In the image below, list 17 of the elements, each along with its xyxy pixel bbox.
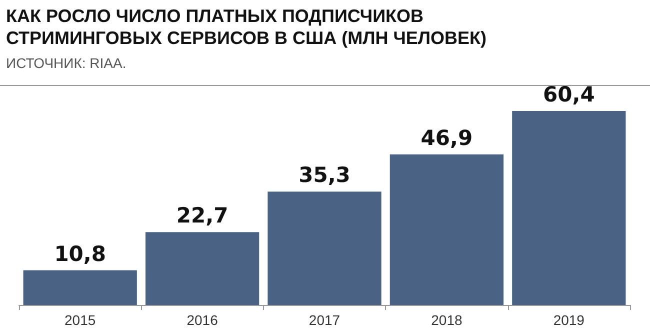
x-tick-label: 2015 [64, 312, 96, 328]
data-label: 10,8 [54, 242, 106, 266]
x-tick-label: 2018 [431, 312, 462, 328]
data-label: 35,3 [298, 163, 350, 188]
x-tick-label: 2017 [308, 312, 340, 328]
text: ИСТОЧНИК: RIAA. [6, 55, 126, 71]
bar [23, 270, 137, 305]
chart-title: КАК РОСЛО ЧИСЛО ПЛАТНЫХ ПОДПИСЧИКОВ СТРИМИНГОВЫХ СЕРВИСОВ В США (МЛН ЧЕЛОВЕК) [6, 5, 488, 49]
bar [268, 192, 382, 305]
data-label: 60,4 [542, 82, 595, 106]
data-label: 46,9 [420, 126, 473, 150]
bar [390, 154, 504, 305]
x-tick-label: 2019 [553, 312, 585, 328]
bar [145, 232, 260, 305]
data-label: 22,7 [176, 204, 228, 228]
bar [512, 111, 626, 305]
x-tick-label: 2016 [186, 312, 218, 328]
